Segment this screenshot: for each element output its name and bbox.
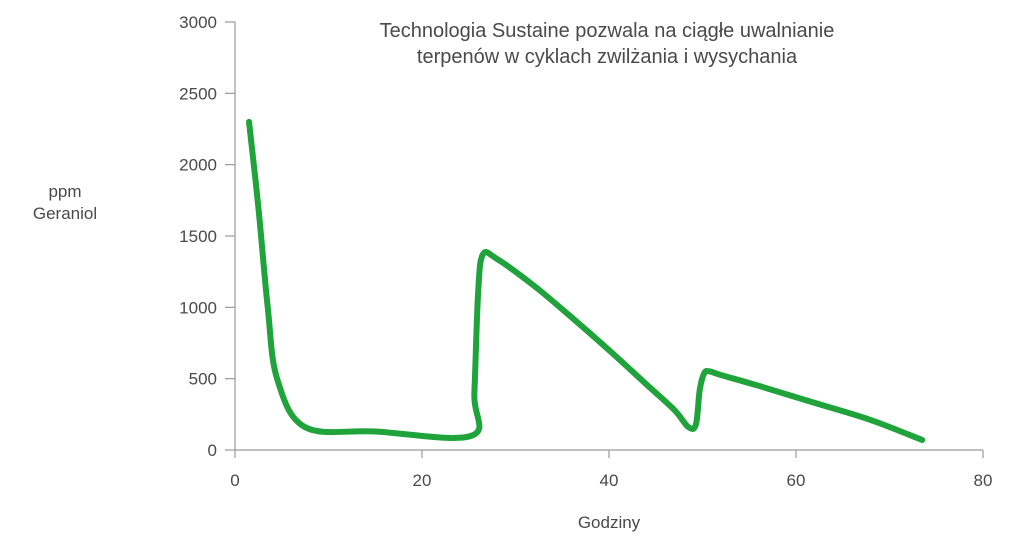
y-axis-title: ppm Geraniol <box>33 182 97 223</box>
y-tick-label: 0 <box>208 441 217 460</box>
chart-title: Technologia Sustaine pozwala na ciągłe u… <box>380 20 835 68</box>
x-tick-label: 20 <box>413 471 432 490</box>
y-axis-ticks: 0 500 1000 1500 2000 2500 3000 <box>179 13 235 460</box>
x-tick-label: 40 <box>600 471 619 490</box>
series-line <box>246 118 926 444</box>
y-tick-label: 1500 <box>179 227 217 246</box>
x-tick-label: 0 <box>230 471 239 490</box>
y-tick-label: 500 <box>189 370 217 389</box>
y-axis-title-line-2: Geraniol <box>33 204 97 223</box>
y-tick-label: 1000 <box>179 298 217 317</box>
series-group <box>246 118 926 444</box>
x-axis-ticks: 0 20 40 60 80 <box>230 450 992 490</box>
y-tick-label: 2000 <box>179 156 217 175</box>
y-axis-title-line-1: ppm <box>48 182 81 201</box>
x-tick-label: 60 <box>787 471 806 490</box>
y-tick-label: 3000 <box>179 13 217 32</box>
y-tick-label: 2500 <box>179 84 217 103</box>
x-tick-label: 80 <box>974 471 993 490</box>
chart-title-line-1: Technologia Sustaine pozwala na ciągłe u… <box>380 20 835 42</box>
x-axis-title: Godziny <box>578 513 641 532</box>
chart-title-line-2: terpenów w cyklach zwilżania i wysychani… <box>417 46 798 68</box>
